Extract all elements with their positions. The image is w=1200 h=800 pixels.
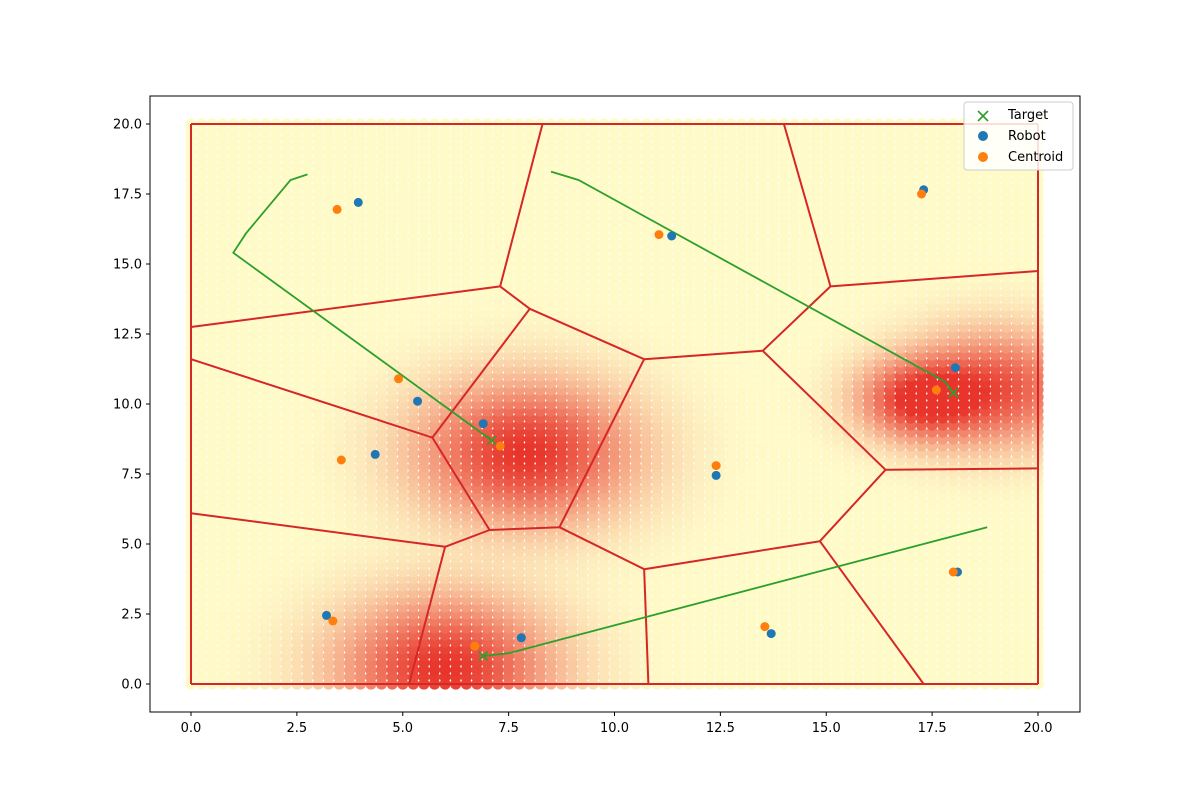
density-heatmap bbox=[185, 118, 1044, 690]
